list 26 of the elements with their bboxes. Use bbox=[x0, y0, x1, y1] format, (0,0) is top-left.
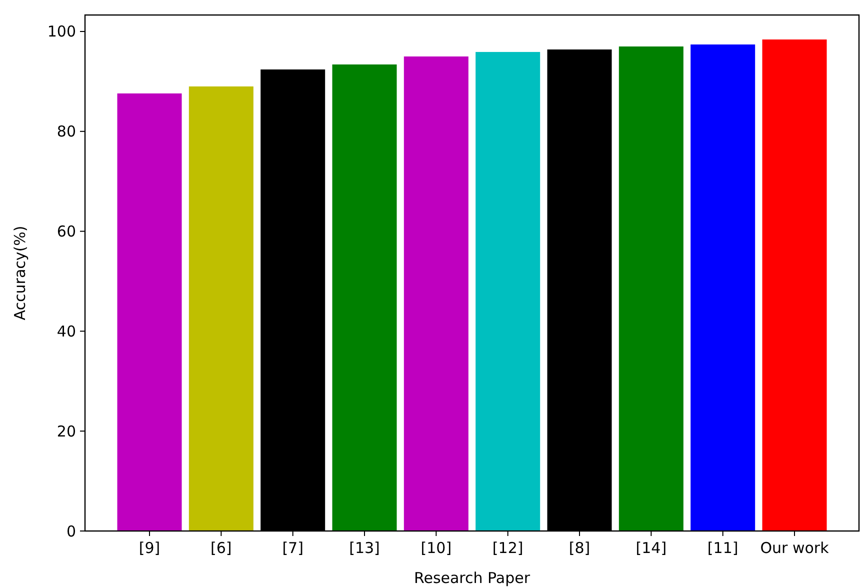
bar bbox=[618, 46, 684, 531]
x-axis-title: Research Paper bbox=[414, 569, 531, 587]
y-tick-label: 20 bbox=[56, 422, 76, 440]
bar bbox=[476, 52, 540, 531]
bar bbox=[762, 39, 827, 531]
x-tick-label: [13] bbox=[349, 539, 380, 557]
bar bbox=[332, 64, 397, 531]
x-tick-label: [7] bbox=[282, 539, 304, 557]
x-tick-label: [14] bbox=[636, 539, 667, 557]
bar bbox=[117, 93, 182, 531]
y-tick-label: 80 bbox=[56, 122, 76, 141]
x-tick-label: Our work bbox=[760, 539, 830, 557]
x-tick-label: [9] bbox=[138, 539, 160, 557]
x-tick-label: [6] bbox=[210, 539, 232, 557]
x-tick-label: [10] bbox=[420, 539, 452, 557]
y-tick-label: 40 bbox=[56, 322, 76, 340]
y-tick-label: 0 bbox=[66, 522, 76, 540]
x-tick-label: [11] bbox=[707, 539, 738, 557]
x-tick-label: [8] bbox=[568, 539, 590, 557]
y-tick-label: 100 bbox=[47, 22, 76, 41]
y-tick-label: 60 bbox=[56, 222, 76, 241]
y-axis-title: Accuracy(%) bbox=[11, 226, 29, 320]
bar bbox=[690, 44, 756, 531]
bar bbox=[188, 86, 254, 531]
x-tick-label: [12] bbox=[492, 539, 524, 557]
bar bbox=[404, 56, 468, 531]
